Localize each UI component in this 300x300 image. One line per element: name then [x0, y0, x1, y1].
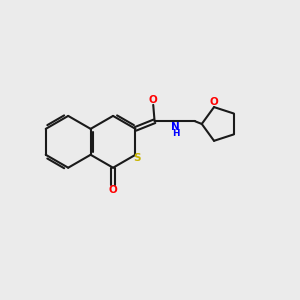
Text: O: O — [149, 95, 158, 105]
Text: H: H — [172, 129, 180, 138]
Text: S: S — [133, 153, 141, 163]
Text: N: N — [172, 122, 180, 132]
Text: O: O — [210, 97, 218, 107]
Text: O: O — [109, 185, 117, 195]
